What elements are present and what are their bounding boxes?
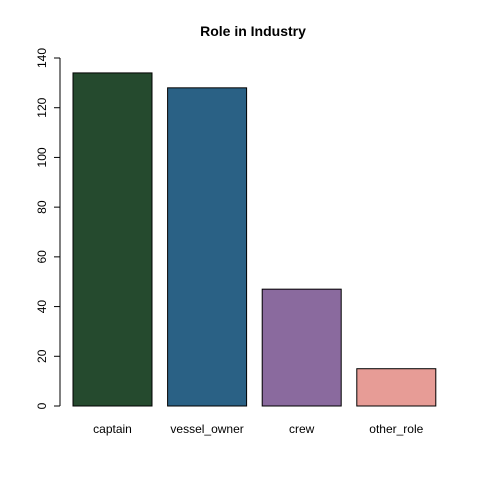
- x-axis-labels: captain vessel_owner crew other_role: [93, 422, 423, 436]
- bar-other-role: [356, 368, 437, 407]
- bar-vessel-owner: [167, 87, 248, 407]
- y-tick-label: 120: [35, 97, 49, 117]
- y-tick-label: 20: [35, 349, 49, 363]
- y-axis: 0 20 40 60 80 100 120 140: [35, 48, 61, 409]
- x-tick-label: vessel_owner: [170, 422, 243, 436]
- y-tick-label: 100: [35, 147, 49, 167]
- x-tick-label: crew: [289, 422, 315, 436]
- y-tick-label: 40: [35, 300, 49, 314]
- chart-title: Role in Industry: [200, 23, 306, 39]
- x-tick-label: other_role: [369, 422, 423, 436]
- x-tick-label: captain: [93, 422, 132, 436]
- bar-captain: [72, 72, 153, 407]
- y-tick-label: 60: [35, 250, 49, 264]
- bar-crew: [261, 288, 342, 407]
- bars: [72, 72, 437, 407]
- y-tick-label: 0: [35, 402, 49, 409]
- y-tick-label: 80: [35, 200, 49, 214]
- y-tick-label: 140: [35, 48, 49, 68]
